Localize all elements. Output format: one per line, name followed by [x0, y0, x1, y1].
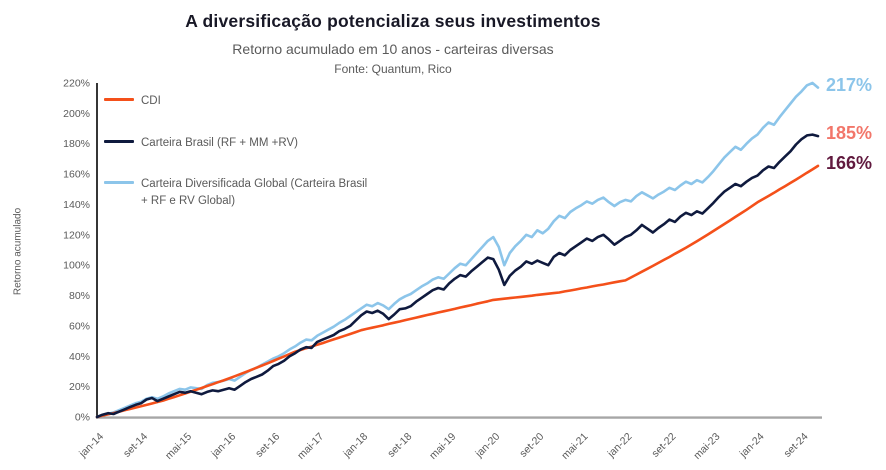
- y-tick-label: 140%: [63, 199, 90, 211]
- x-tick-label: set-22: [649, 431, 678, 460]
- y-tick-label: 0%: [75, 412, 90, 424]
- legend-label-carteira-global: Carteira Diversificada Global (Carteira …: [141, 178, 368, 207]
- y-tick-label: 220%: [63, 78, 90, 90]
- chart-subtitle: Retorno acumulado em 10 anos - carteiras…: [232, 41, 554, 57]
- y-tick-label: 20%: [69, 381, 90, 393]
- x-tick-label: jan-24: [737, 431, 767, 461]
- series-line-cdi: [95, 164, 820, 419]
- x-tick-label: mai-23: [691, 431, 722, 462]
- x-tick-label: jan-18: [340, 431, 370, 461]
- x-tick-label: set-14: [121, 431, 150, 460]
- x-tick-label: set-20: [517, 431, 546, 460]
- series-line-carteira-global: [95, 81, 820, 419]
- x-tick-label: mai-21: [559, 431, 590, 462]
- y-tick-label: 60%: [69, 320, 90, 332]
- legend-label-cdi: CDI: [141, 95, 161, 107]
- y-tick-label: 160%: [63, 169, 90, 181]
- x-tick-label: set-16: [253, 431, 282, 460]
- x-tick-label: mai-19: [427, 431, 458, 462]
- x-tick-label: set-18: [385, 431, 414, 460]
- y-tick-label: 180%: [63, 138, 90, 150]
- x-tick-label: jan-14: [76, 431, 106, 461]
- end-label-carteira-global: 217%: [826, 75, 873, 95]
- x-tick-label: jan-16: [208, 431, 238, 461]
- legend-item-carteira-global: Carteira Diversificada Global (Carteira …: [104, 176, 367, 210]
- chart-header: A diversificação potencializa seus inves…: [0, 0, 786, 76]
- x-tick-label: jan-20: [473, 431, 503, 461]
- source-note: Fonte: Quantum, Rico: [334, 62, 452, 76]
- y-tick-label: 100%: [63, 260, 90, 272]
- legend-swatch-cdi: [104, 98, 134, 101]
- page-title: A diversificação potencializa seus inves…: [185, 11, 601, 31]
- legend-item-cdi: CDI: [104, 93, 161, 110]
- legend-swatch-carteira-brasil: [104, 140, 134, 143]
- y-tick-label: 200%: [63, 108, 90, 120]
- x-tick-label: mai-17: [295, 431, 326, 462]
- legend-swatch-carteira-global: [104, 181, 134, 184]
- y-tick-label: 40%: [69, 351, 90, 363]
- x-tick-label: jan-22: [605, 431, 635, 461]
- y-tick-label: 120%: [63, 229, 90, 241]
- y-tick-label: 80%: [69, 290, 90, 302]
- legend-item-carteira-brasil: Carteira Brasil (RF + MM +RV): [104, 135, 298, 152]
- x-tick-label: set-24: [781, 431, 810, 460]
- legend-label-carteira-brasil: Carteira Brasil (RF + MM +RV): [141, 137, 298, 149]
- end-label-carteira-brasil: 185%: [826, 123, 873, 143]
- series-line-carteira-brasil: [95, 133, 820, 419]
- x-tick-label: mai-15: [163, 431, 194, 462]
- end-label-cdi: 166%: [826, 153, 873, 173]
